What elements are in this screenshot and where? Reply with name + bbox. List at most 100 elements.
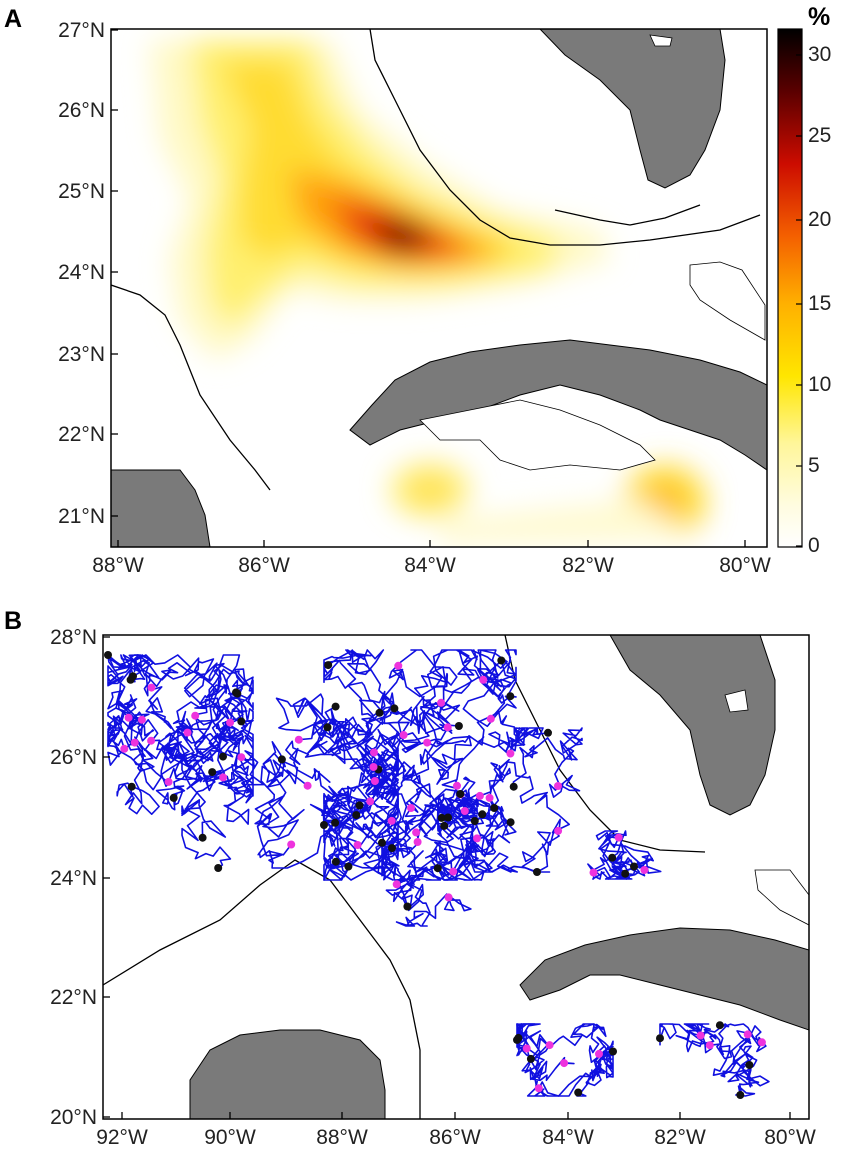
drifter-end-marker <box>444 813 452 822</box>
drifter-track <box>392 876 472 927</box>
panel-a-label: A <box>4 5 22 33</box>
drifter-end-marker <box>219 752 227 761</box>
drifter-start-marker <box>554 782 562 790</box>
drifter-track <box>479 758 570 873</box>
drifter-track <box>659 1023 763 1056</box>
drifter-end-marker <box>454 722 463 730</box>
drifter-markers <box>104 651 766 1099</box>
lat-tick-label: 28°N <box>50 626 97 649</box>
colorbar-tick-label: 30 <box>808 43 831 66</box>
lon-tick-label: 86°W <box>238 554 290 577</box>
lat-tick-label: 24°N <box>50 867 97 890</box>
drifter-start-marker <box>757 1038 766 1047</box>
drifter-start-marker <box>183 728 192 737</box>
drifter-start-marker <box>147 736 156 745</box>
drifter-track <box>381 793 466 886</box>
drifter-start-marker <box>545 1041 554 1050</box>
drifter-start-marker <box>294 735 303 744</box>
drifter-start-marker <box>534 1084 543 1093</box>
drifter-start-marker <box>413 838 422 846</box>
drifter-start-marker <box>614 833 623 842</box>
drifter-end-marker <box>478 810 487 819</box>
panel-b: B 28°N 26°N 24°N 22°N <box>4 607 816 1149</box>
drifter-start-marker <box>705 1041 714 1050</box>
lon-tick-label: 84°W <box>542 1126 594 1149</box>
drifter-start-marker <box>479 675 488 684</box>
lat-tick-label: 26°N <box>58 99 105 122</box>
colorbar-unit: % <box>808 3 830 31</box>
drifter-end-marker <box>621 869 630 878</box>
drifter-end-marker <box>198 833 207 842</box>
drifter-start-marker <box>560 1059 569 1068</box>
drifter-track <box>181 750 265 869</box>
drifter-end-marker <box>355 801 364 810</box>
drifter-end-marker <box>490 804 499 812</box>
drifter-start-marker <box>392 880 401 889</box>
panel-a-lon-ticks: 88°W 86°W 84°W 82°W 80°W <box>92 540 771 577</box>
drifter-end-marker <box>506 692 515 701</box>
drifter-end-marker <box>390 704 399 713</box>
drifter-start-marker <box>287 840 296 849</box>
lon-tick-label: 86°W <box>429 1126 481 1149</box>
drifter-end-marker <box>609 1047 617 1056</box>
lon-tick-label: 80°W <box>764 1126 816 1149</box>
drifter-track <box>516 1023 575 1082</box>
drifter-end-marker <box>277 755 286 764</box>
lat-tick-label: 23°N <box>58 343 105 366</box>
drifter-start-marker <box>226 718 235 727</box>
drifter-end-marker <box>344 862 353 871</box>
drifter-end-marker <box>533 868 541 876</box>
drifter-start-marker <box>453 781 461 790</box>
drifter-track <box>356 698 470 804</box>
drifter-start-marker <box>120 744 129 753</box>
drifter-track <box>384 845 454 912</box>
drifter-end-marker <box>437 813 446 822</box>
drifter-end-marker <box>456 790 465 798</box>
lat-tick-label: 22°N <box>58 423 105 446</box>
drifter-end-marker <box>506 818 515 827</box>
drifter-track <box>323 830 480 881</box>
drifter-start-marker <box>506 749 515 758</box>
drifter-start-marker <box>130 738 139 747</box>
drifter-end-marker <box>745 1061 754 1069</box>
drifter-end-marker <box>509 782 518 791</box>
drifter-end-marker <box>656 1034 664 1043</box>
drifter-start-marker <box>370 777 379 785</box>
colorbar-tick-label: 20 <box>808 208 831 231</box>
drifter-track <box>285 740 388 824</box>
lat-tick-label: 27°N <box>58 19 105 42</box>
colorbar-bar <box>777 28 803 548</box>
drifter-start-marker <box>137 715 146 724</box>
drifter-start-marker <box>589 868 598 877</box>
probability-heatmap <box>111 29 767 547</box>
drifter-start-marker <box>437 698 446 707</box>
colorbar-tick-label: 0 <box>808 534 820 557</box>
drifter-end-marker <box>331 702 340 711</box>
lon-tick-label: 84°W <box>404 554 456 577</box>
drifter-start-marker <box>449 867 458 876</box>
drifter-end-marker <box>526 1054 535 1063</box>
drifter-track <box>675 1023 730 1054</box>
drifter-end-marker <box>320 821 328 829</box>
drifter-start-marker <box>554 826 563 835</box>
lon-tick-label: 88°W <box>316 1126 368 1149</box>
drifter-end-marker <box>375 708 384 717</box>
drifter-track <box>107 654 192 736</box>
lon-tick-label: 80°W <box>719 554 771 577</box>
drifter-start-marker <box>191 711 200 720</box>
land <box>189 635 809 1119</box>
drifter-start-marker <box>423 738 432 747</box>
drifter-start-marker <box>164 777 173 786</box>
drifter-start-marker <box>370 748 378 757</box>
colorbar: % 30 25 20 15 10 5 0 <box>777 3 831 557</box>
drifter-start-marker <box>147 683 156 692</box>
drifter-start-marker <box>394 661 403 670</box>
drifter-start-marker <box>522 1044 531 1053</box>
panel-b-lon-ticks: 92°W 90°W 88°W 86°W 84°W 82°W 80°W <box>96 1112 816 1149</box>
drifter-start-marker <box>399 731 408 739</box>
drifter-start-marker <box>640 866 649 874</box>
lat-tick-label: 24°N <box>58 261 105 284</box>
drifter-track <box>709 1025 767 1097</box>
drifter-start-marker <box>407 804 415 812</box>
drifter-end-marker <box>127 782 136 791</box>
